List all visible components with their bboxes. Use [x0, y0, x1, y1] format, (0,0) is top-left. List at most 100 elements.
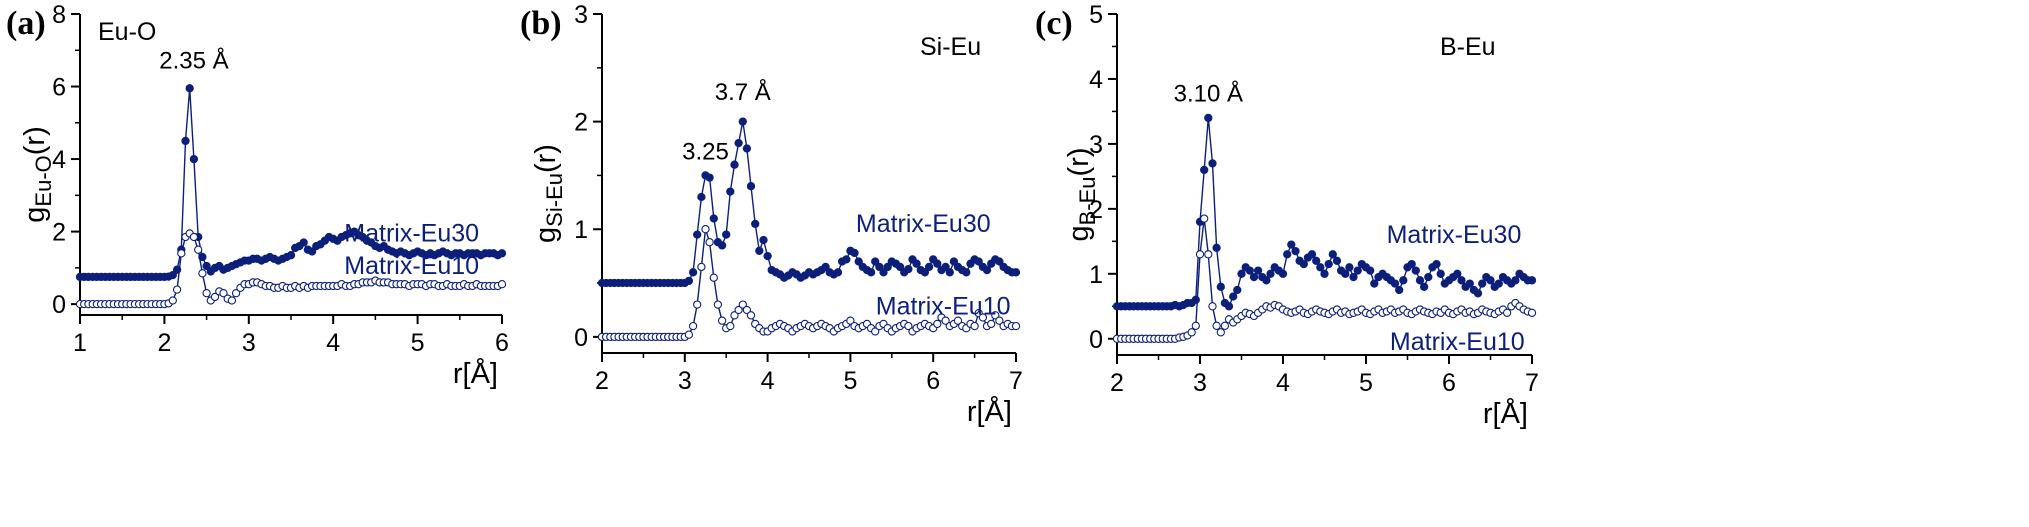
data-point	[684, 330, 694, 339]
data-point	[1316, 263, 1325, 272]
data-point	[941, 262, 950, 272]
series-line-0	[1117, 117, 1532, 308]
x-tick-label: 1	[73, 329, 87, 357]
data-point	[697, 192, 706, 202]
series-label: Matrix-Eu30	[344, 219, 479, 247]
data-point	[1195, 250, 1205, 259]
data-point	[709, 214, 718, 223]
series-label: Matrix-Eu30	[856, 210, 991, 238]
data-point	[987, 319, 996, 329]
data-point	[709, 273, 718, 282]
data-point	[755, 246, 764, 255]
data-point	[995, 316, 1004, 325]
data-point	[883, 262, 892, 272]
data-point	[821, 262, 830, 272]
data-point	[895, 262, 905, 272]
data-point	[1502, 308, 1512, 317]
panel-2: 2 3 4 5 6 7012345(c)B-Eur[Å]gB-Eu(r)Matrix-Eu…	[1035, 1, 1539, 430]
data-point	[1220, 321, 1230, 330]
x-tick-label: 6	[926, 367, 940, 395]
x-tick-label: 2	[1110, 369, 1124, 397]
data-point	[726, 321, 735, 331]
data-point	[924, 262, 934, 272]
data-point	[1432, 259, 1441, 269]
data-point	[177, 249, 186, 258]
peak-annotation: 3.7 Å	[715, 78, 771, 106]
data-point	[497, 249, 507, 258]
data-point	[875, 262, 884, 272]
data-point	[1341, 269, 1350, 278]
data-point	[920, 268, 930, 277]
data-point	[904, 321, 913, 331]
data-point	[1473, 289, 1483, 298]
data-point	[1266, 269, 1275, 278]
data-point	[693, 300, 702, 309]
data-point	[717, 241, 727, 250]
x-tick-label: 4	[326, 329, 340, 357]
data-point	[219, 289, 228, 298]
data-point	[854, 257, 863, 266]
x-tick-label: 7	[1525, 369, 1539, 397]
data-point	[970, 321, 979, 331]
data-point	[1349, 272, 1358, 282]
data-point	[978, 313, 988, 322]
data-point	[850, 248, 859, 258]
data-point	[1332, 256, 1342, 265]
data-point	[1486, 276, 1495, 285]
y-axis-label: gEu-O(r)	[19, 126, 56, 222]
y-axis-label-subscript: Eu-O	[31, 155, 56, 206]
data-point	[730, 311, 739, 320]
data-point	[202, 289, 211, 298]
data-point	[713, 300, 723, 309]
chart-title: Eu-O	[98, 18, 156, 46]
data-point	[945, 268, 954, 277]
data-point	[231, 289, 241, 298]
x-tick-label: 4	[1276, 369, 1290, 397]
data-point	[189, 154, 199, 164]
y-tick-label: 3	[574, 1, 588, 29]
series-label: Matrix-Eu10	[876, 293, 1011, 321]
y-tick-label: 0	[52, 291, 66, 319]
data-point	[1212, 243, 1221, 252]
data-point	[1287, 240, 1296, 249]
data-point	[1366, 266, 1375, 275]
data-point	[168, 296, 177, 305]
x-tick-label: 4	[761, 367, 775, 395]
data-point	[1478, 279, 1487, 288]
data-point	[168, 270, 177, 280]
y-tick-label: 5	[1089, 1, 1103, 29]
data-point	[693, 230, 702, 239]
data-point	[1312, 256, 1321, 265]
data-point	[1395, 285, 1404, 295]
data-point	[497, 280, 507, 289]
data-point	[726, 187, 735, 196]
y-axis-label-tail: (r)	[19, 126, 51, 155]
x-tick-label: 7	[1009, 367, 1023, 395]
data-point	[982, 265, 992, 275]
data-point	[299, 238, 308, 247]
data-point	[904, 264, 913, 274]
x-tick-label: 3	[242, 329, 256, 357]
panel-letter: (c)	[1035, 5, 1073, 42]
data-point	[738, 300, 747, 309]
data-point	[995, 257, 1004, 266]
y-tick-label: 2	[1089, 196, 1103, 224]
series-label: Matrix-Eu10	[1390, 328, 1525, 356]
y-tick-label: 2	[52, 219, 66, 247]
panel-letter: (b)	[520, 5, 562, 42]
data-point	[189, 232, 199, 242]
series-line-0	[80, 88, 503, 278]
data-point	[1411, 266, 1420, 275]
data-point	[194, 245, 203, 254]
data-point	[1253, 266, 1263, 275]
data-point	[1229, 292, 1238, 301]
data-point	[1511, 276, 1520, 285]
x-tick-label: 5	[1359, 369, 1373, 397]
y-axis-label-tail: (r)	[1063, 147, 1095, 176]
data-point	[1208, 302, 1217, 311]
data-point	[734, 138, 743, 148]
data-point	[1245, 266, 1254, 275]
y-axis-label-subscript: Si-Eu	[542, 173, 567, 227]
data-point	[210, 292, 220, 302]
